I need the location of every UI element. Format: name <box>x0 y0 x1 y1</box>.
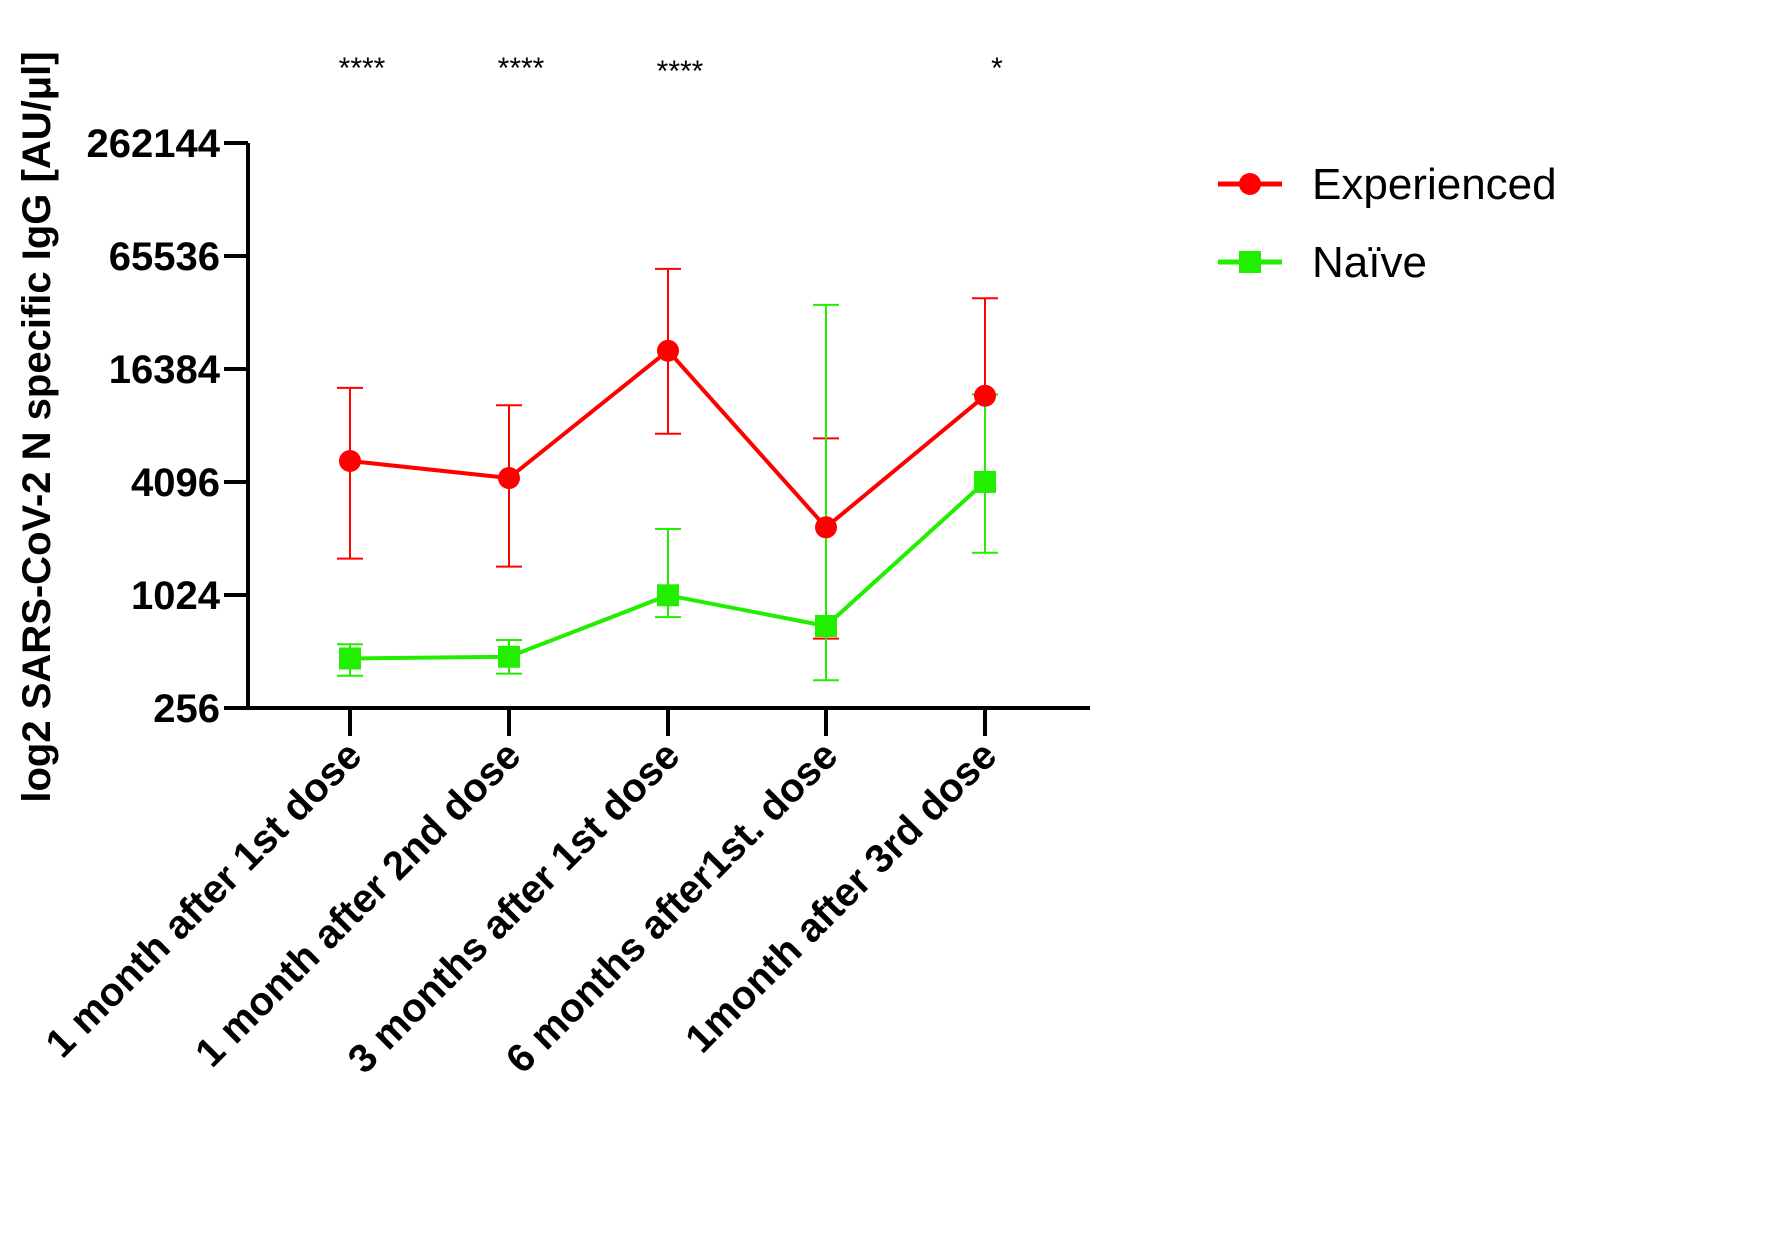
x-tick-label: 1 month after 2nd dose <box>187 733 529 1075</box>
data-point <box>815 615 837 638</box>
legend: Experienced Naïve <box>1218 160 1557 287</box>
data-point <box>657 584 679 607</box>
y-tick-label: 256 <box>153 687 220 731</box>
significance-label: **** <box>339 52 386 85</box>
y-tick-label: 65536 <box>109 235 220 279</box>
error-bar <box>972 297 998 396</box>
y-tick-label: 4096 <box>131 461 220 505</box>
significance-label: **** <box>657 55 704 88</box>
data-point <box>498 645 520 668</box>
significance-label: * <box>991 52 1003 85</box>
error-bar <box>337 386 363 560</box>
series-markers <box>339 339 996 670</box>
y-tick-label: 262144 <box>87 122 221 166</box>
data-point <box>815 516 837 539</box>
significance-label: **** <box>498 52 545 85</box>
significance-markers: **** **** **** * <box>339 52 1004 88</box>
legend-item: Naïve <box>1218 238 1427 287</box>
x-tick-label: 3 months after 1st dose <box>340 733 689 1082</box>
data-point <box>339 647 361 670</box>
x-tick-label: 6 months after1st. dose <box>498 733 847 1082</box>
data-point <box>974 470 996 493</box>
legend-marker <box>1239 251 1261 273</box>
data-point <box>974 384 996 407</box>
y-axis-title: log2 SARS-CoV-2 N specific IgG [AU/μl] <box>15 51 59 802</box>
data-point <box>339 449 361 472</box>
legend-item: Experienced <box>1218 160 1557 209</box>
y-axis-ticks: 262144 65536 16384 4096 1024 256 <box>87 122 248 731</box>
x-tick-label: 1month after 3rd dose <box>677 733 1005 1061</box>
data-point <box>498 467 520 490</box>
x-tick-label: 1 month after 1st dose <box>37 733 370 1066</box>
legend-label: Experienced <box>1312 160 1557 209</box>
y-tick-label: 16384 <box>109 348 221 392</box>
error-bars <box>337 267 998 682</box>
data-point <box>657 339 679 362</box>
legend-label: Naïve <box>1312 238 1427 287</box>
y-tick-label: 1024 <box>131 574 221 618</box>
legend-marker <box>1239 173 1261 195</box>
